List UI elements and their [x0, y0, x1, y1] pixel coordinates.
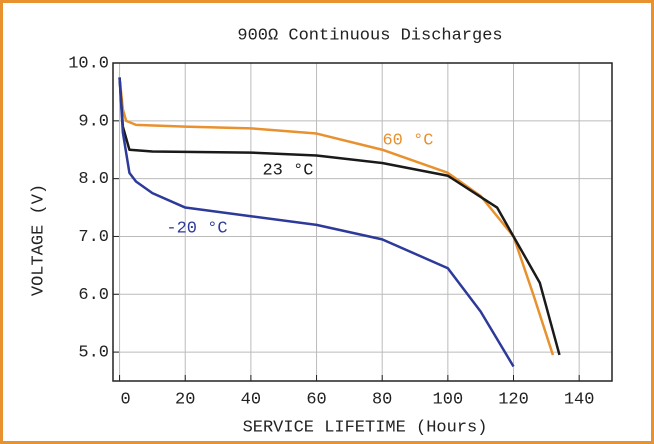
- plot-border: [112, 62, 613, 382]
- y-tick-label: 8.0: [78, 170, 109, 189]
- series-label: -20 °C: [166, 219, 227, 238]
- x-tick-label: 0: [120, 390, 130, 409]
- y-tick-label: 7.0: [78, 228, 109, 247]
- line: [118, 77, 515, 368]
- x-tick-label: 80: [372, 390, 392, 409]
- y-tick-label: 10.0: [68, 54, 109, 73]
- y-tick-label: 9.0: [78, 112, 109, 131]
- x-tick-label: 60: [306, 390, 326, 409]
- series-label: 60 °C: [382, 131, 433, 150]
- y-tick-label: 5.0: [78, 344, 109, 363]
- x-axis-label: SERVICE LIFETIME (Hours): [243, 418, 488, 437]
- series-label: 23 °C: [262, 161, 313, 180]
- x-tick-label: 100: [433, 390, 464, 409]
- y-axis-label: VOLTAGE (V): [29, 184, 48, 296]
- chart-title: 900Ω Continuous Discharges: [237, 26, 502, 45]
- line: [118, 77, 561, 356]
- x-tick-label: 140: [564, 390, 595, 409]
- x-tick-label: 20: [175, 390, 195, 409]
- x-tick-label: 120: [498, 390, 529, 409]
- x-tick-label: 40: [241, 390, 261, 409]
- y-tick-label: 6.0: [78, 286, 109, 305]
